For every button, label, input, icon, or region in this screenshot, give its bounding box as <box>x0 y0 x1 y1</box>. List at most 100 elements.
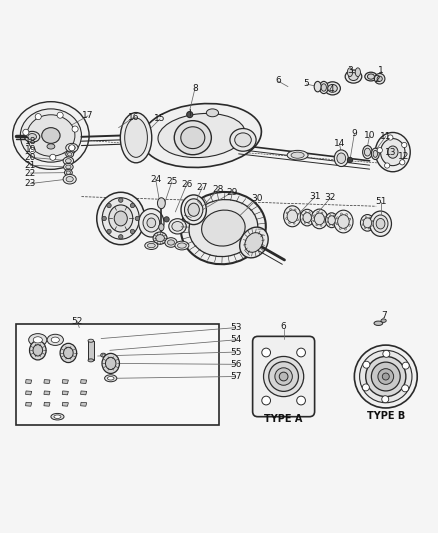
Ellipse shape <box>20 109 81 162</box>
Ellipse shape <box>145 241 158 249</box>
Circle shape <box>349 218 351 220</box>
Ellipse shape <box>189 199 258 256</box>
Circle shape <box>377 76 382 82</box>
Text: 7: 7 <box>381 311 386 320</box>
Text: 22: 22 <box>25 168 36 177</box>
Circle shape <box>302 214 304 215</box>
FancyBboxPatch shape <box>253 336 314 417</box>
Ellipse shape <box>376 219 385 229</box>
Text: 25: 25 <box>166 177 177 187</box>
Ellipse shape <box>64 169 72 176</box>
Circle shape <box>346 214 347 215</box>
Circle shape <box>340 213 343 215</box>
Circle shape <box>371 221 373 222</box>
Circle shape <box>264 357 304 397</box>
Circle shape <box>72 126 78 132</box>
Ellipse shape <box>314 82 321 92</box>
Ellipse shape <box>319 82 328 94</box>
Circle shape <box>378 369 394 384</box>
Ellipse shape <box>184 199 203 221</box>
Circle shape <box>107 229 111 233</box>
Polygon shape <box>81 391 87 395</box>
Ellipse shape <box>188 203 199 216</box>
Text: 6: 6 <box>281 322 286 331</box>
Circle shape <box>29 147 35 154</box>
Ellipse shape <box>371 148 379 159</box>
Ellipse shape <box>338 215 349 228</box>
Ellipse shape <box>291 152 304 158</box>
Ellipse shape <box>373 215 388 232</box>
Polygon shape <box>25 379 32 384</box>
Ellipse shape <box>114 211 127 226</box>
Text: 51: 51 <box>375 197 386 206</box>
Ellipse shape <box>201 210 245 246</box>
Text: 16: 16 <box>128 112 140 122</box>
Circle shape <box>324 216 326 217</box>
Ellipse shape <box>107 376 114 380</box>
Circle shape <box>344 228 346 230</box>
Ellipse shape <box>284 206 301 227</box>
Text: 1: 1 <box>378 67 383 75</box>
Ellipse shape <box>300 209 314 226</box>
Text: 3: 3 <box>347 66 353 75</box>
Ellipse shape <box>51 337 60 343</box>
Ellipse shape <box>153 232 167 244</box>
Text: 31: 31 <box>309 192 321 201</box>
Circle shape <box>135 216 140 221</box>
Ellipse shape <box>345 70 362 83</box>
Ellipse shape <box>42 128 60 143</box>
Circle shape <box>23 129 29 135</box>
Text: 14: 14 <box>334 139 345 148</box>
Circle shape <box>286 217 287 220</box>
Text: 12: 12 <box>398 151 409 160</box>
Circle shape <box>385 163 390 168</box>
Ellipse shape <box>97 192 145 245</box>
Circle shape <box>327 221 328 222</box>
Circle shape <box>347 157 353 163</box>
Circle shape <box>187 111 193 118</box>
Ellipse shape <box>389 151 393 157</box>
Text: 28: 28 <box>212 185 224 194</box>
Circle shape <box>131 229 134 233</box>
Circle shape <box>286 212 288 214</box>
Ellipse shape <box>328 216 336 225</box>
Circle shape <box>333 215 334 216</box>
Polygon shape <box>81 379 87 384</box>
Text: 52: 52 <box>71 317 83 326</box>
Text: 30: 30 <box>252 195 263 203</box>
Ellipse shape <box>325 213 338 228</box>
Text: 24: 24 <box>150 175 161 184</box>
Text: 53: 53 <box>230 323 241 332</box>
Ellipse shape <box>364 148 371 156</box>
Ellipse shape <box>167 240 174 245</box>
Ellipse shape <box>88 339 94 342</box>
Ellipse shape <box>66 159 71 163</box>
Circle shape <box>324 221 325 223</box>
Ellipse shape <box>27 115 75 156</box>
Ellipse shape <box>68 146 75 150</box>
Polygon shape <box>81 402 87 406</box>
Ellipse shape <box>381 139 405 166</box>
Polygon shape <box>62 391 68 395</box>
Circle shape <box>297 219 299 221</box>
Circle shape <box>262 396 271 405</box>
Ellipse shape <box>375 133 410 172</box>
Circle shape <box>302 219 303 220</box>
Text: 17: 17 <box>82 111 94 120</box>
Circle shape <box>119 198 123 203</box>
Ellipse shape <box>125 118 148 157</box>
Ellipse shape <box>245 233 263 252</box>
Ellipse shape <box>374 321 383 326</box>
Text: 4: 4 <box>329 85 335 94</box>
Text: 26: 26 <box>181 180 192 189</box>
Text: TYPE A: TYPE A <box>265 414 303 424</box>
Ellipse shape <box>181 127 205 149</box>
Text: 8: 8 <box>192 84 198 93</box>
Ellipse shape <box>334 150 348 166</box>
Ellipse shape <box>28 334 47 346</box>
Circle shape <box>297 396 305 405</box>
Text: 15: 15 <box>154 115 166 124</box>
Ellipse shape <box>349 72 358 80</box>
Ellipse shape <box>347 68 353 77</box>
Circle shape <box>368 228 370 229</box>
